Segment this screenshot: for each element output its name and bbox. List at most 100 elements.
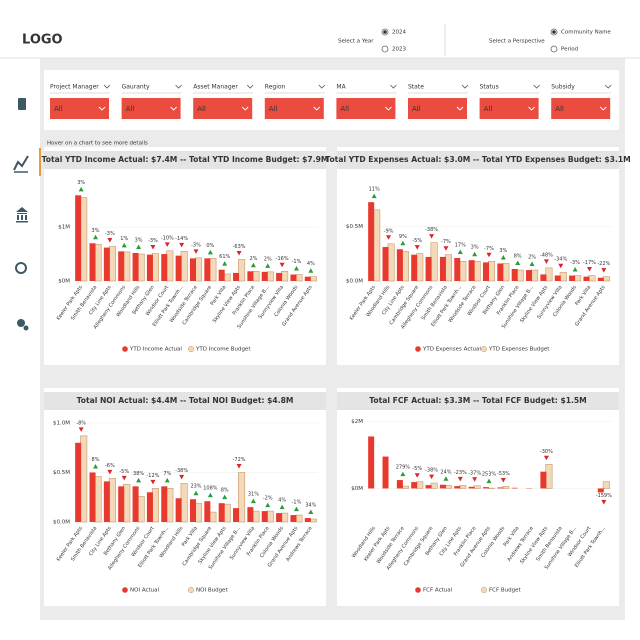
report-icon[interactable] bbox=[18, 98, 26, 110]
budget-bar bbox=[180, 251, 188, 282]
legend-swatch bbox=[480, 345, 488, 353]
filter-dropdown[interactable] bbox=[479, 98, 539, 119]
budget-bar bbox=[502, 263, 510, 282]
budget-bar bbox=[194, 502, 203, 523]
radio-button[interactable] bbox=[550, 45, 558, 53]
variance-arrow bbox=[400, 240, 406, 246]
variance-arrow bbox=[400, 471, 406, 477]
legend-swatch bbox=[122, 587, 128, 593]
radio-button[interactable] bbox=[381, 45, 389, 53]
actual-bar bbox=[569, 275, 576, 281]
variance-arrow bbox=[543, 259, 549, 264]
variance-label: -63% bbox=[233, 244, 246, 250]
analytics-icon[interactable] bbox=[13, 155, 29, 171]
filter-chevron bbox=[103, 84, 111, 89]
variance-label: 23% bbox=[190, 484, 201, 490]
actual-bar bbox=[511, 487, 518, 489]
variance-arrow bbox=[293, 506, 299, 512]
actual-bar bbox=[118, 486, 125, 522]
chart-title-bar bbox=[44, 392, 326, 410]
budget-bar bbox=[108, 246, 116, 282]
chart-title: Total YTD Expenses Actual: $3.0M -- Tota… bbox=[325, 155, 630, 164]
variance-label: -14% bbox=[175, 236, 188, 242]
variance-label: -159% bbox=[596, 493, 612, 499]
budget-bar bbox=[545, 463, 553, 489]
variance-arrow bbox=[601, 268, 607, 273]
actual-bar bbox=[89, 243, 96, 281]
variance-label: 11% bbox=[369, 187, 380, 193]
filter-chevron bbox=[175, 84, 182, 89]
filter-label: Asset Manager bbox=[193, 84, 238, 91]
actual-bar bbox=[189, 499, 196, 522]
legend-swatch bbox=[122, 346, 128, 352]
variance-label: 31% bbox=[248, 492, 259, 498]
bank-icon[interactable] bbox=[16, 207, 28, 223]
variance-label: -3% bbox=[570, 260, 580, 266]
budget-bar bbox=[430, 482, 438, 489]
variance-arrow bbox=[265, 502, 271, 508]
actual-bar bbox=[261, 271, 268, 281]
filter-dropdown[interactable] bbox=[50, 98, 109, 119]
filter-label: Status bbox=[480, 84, 499, 91]
budget-bar bbox=[166, 488, 174, 523]
actual-bar bbox=[554, 275, 561, 281]
actual-bar bbox=[189, 258, 196, 281]
budget-bar bbox=[94, 476, 102, 523]
actual-bar bbox=[482, 487, 489, 489]
budget-bar bbox=[238, 259, 246, 282]
variance-arrow bbox=[429, 234, 435, 239]
variance-arrow bbox=[193, 490, 199, 496]
variance-arrow bbox=[500, 254, 506, 260]
actual-bar bbox=[75, 195, 82, 281]
budget-bar bbox=[281, 512, 289, 523]
actual-bar bbox=[103, 247, 110, 281]
filter-label: Project Manager bbox=[50, 84, 99, 91]
chart-title: Total YTD Income Actual: $7.4M -- Total … bbox=[42, 155, 329, 164]
filter-dropdown[interactable] bbox=[193, 98, 253, 119]
logo: LOGO bbox=[22, 33, 63, 48]
variance-arrow bbox=[429, 474, 435, 480]
filter-chevron bbox=[533, 84, 540, 89]
y-tick-label: $2M bbox=[351, 419, 363, 425]
actual-bar bbox=[368, 436, 375, 489]
variance-label: -2% bbox=[263, 496, 273, 502]
actual-bar bbox=[583, 276, 590, 281]
variance-label: 3% bbox=[77, 180, 85, 186]
filter-dropdown[interactable] bbox=[121, 98, 181, 119]
budget-bar bbox=[416, 481, 424, 489]
actual-bar bbox=[118, 251, 125, 281]
budget-bar bbox=[80, 197, 88, 282]
budget-bar bbox=[266, 271, 274, 282]
y-tick-label: $0.5M bbox=[346, 224, 363, 230]
variance-label: 17% bbox=[455, 243, 466, 249]
filter-label: Subsidy bbox=[551, 84, 575, 91]
actual-bar bbox=[204, 258, 211, 281]
filter-dropdown[interactable] bbox=[264, 98, 324, 119]
variance-arrow bbox=[193, 249, 199, 254]
variance-label: 1% bbox=[120, 236, 128, 242]
variance-label: -1% bbox=[292, 259, 302, 265]
variance-arrow bbox=[207, 249, 213, 255]
filter-chevron bbox=[246, 84, 254, 89]
filter-dropdown[interactable] bbox=[551, 98, 611, 119]
variance-label: -3% bbox=[191, 242, 201, 248]
legend-label: FCF Budget bbox=[489, 588, 522, 594]
variance-label: 8% bbox=[221, 488, 229, 494]
budget-bar bbox=[209, 511, 217, 523]
actual-bar bbox=[439, 256, 446, 281]
sidebar bbox=[13, 98, 41, 331]
actual-bar bbox=[304, 518, 311, 522]
actual-bar bbox=[482, 262, 489, 281]
actual-bar bbox=[146, 254, 153, 281]
finance-icon[interactable] bbox=[15, 262, 27, 274]
filter-dropdown[interactable] bbox=[336, 98, 396, 119]
active-indicator bbox=[39, 148, 41, 176]
variance-label: -22% bbox=[597, 261, 610, 267]
settings-icon[interactable] bbox=[17, 319, 25, 327]
budget-bar bbox=[223, 273, 231, 282]
chart-title: Total NOI Actual: $4.4M -- Total NOI Bud… bbox=[77, 396, 294, 405]
filter-dropdown[interactable] bbox=[408, 98, 467, 119]
variance-label: -12% bbox=[146, 473, 159, 479]
budget-bar bbox=[123, 484, 131, 523]
